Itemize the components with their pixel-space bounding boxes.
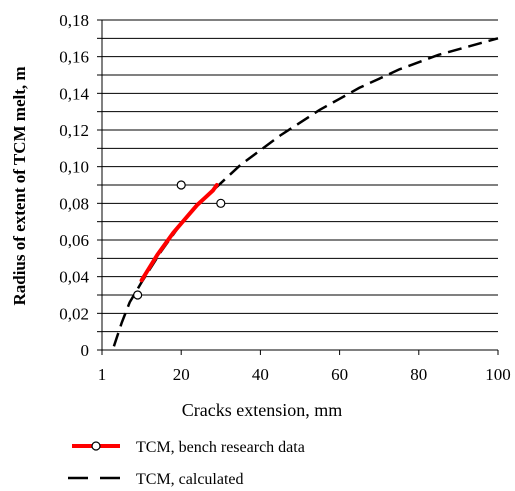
x-tick-labels: 1 20 40 60 80 100 <box>98 365 511 384</box>
x-tick-label: 40 <box>252 365 269 384</box>
series-line-calculated <box>112 37 499 347</box>
legend: TCM, bench research data TCM, calculated <box>68 439 305 488</box>
y-tick-label: 0,12 <box>59 121 89 140</box>
legend-label-bench: TCM, bench research data <box>136 439 305 456</box>
data-point <box>133 290 143 300</box>
y-tick-label: 0,10 <box>59 158 89 177</box>
y-tick-label: 0 <box>81 341 90 360</box>
y-tick-label: 0,14 <box>59 84 89 103</box>
data-point <box>216 198 226 208</box>
y-tick-label: 0,16 <box>59 48 89 67</box>
x-tick-label: 80 <box>410 365 427 384</box>
axes <box>97 19 499 355</box>
x-tick-label: 1 <box>98 365 107 384</box>
series-line-bench <box>139 183 219 283</box>
x-tick-label: 20 <box>173 365 190 384</box>
y-axis-label: Radius of extent of TCM melt, m <box>10 66 29 305</box>
y-tick-label: 0,02 <box>59 304 89 323</box>
x-axis-label: Cracks extension, mm <box>182 400 342 420</box>
x-tick-label: 60 <box>331 365 348 384</box>
grid-lines <box>102 19 498 333</box>
y-tick-labels: 0 0,02 0,04 0,06 0,08 0,10 0,12 0,14 0,16 0,18 <box>59 11 89 360</box>
y-tick-label: 0,04 <box>59 268 89 287</box>
legend-marker-bench <box>91 441 101 451</box>
y-tick-label: 0,08 <box>59 194 89 213</box>
data-point <box>176 180 186 190</box>
x-tick-label: 100 <box>485 365 511 384</box>
y-tick-label: 0,18 <box>59 11 89 30</box>
plot-area <box>112 37 499 347</box>
y-tick-label: 0,06 <box>59 231 89 250</box>
legend-label-calculated: TCM, calculated <box>136 471 244 488</box>
